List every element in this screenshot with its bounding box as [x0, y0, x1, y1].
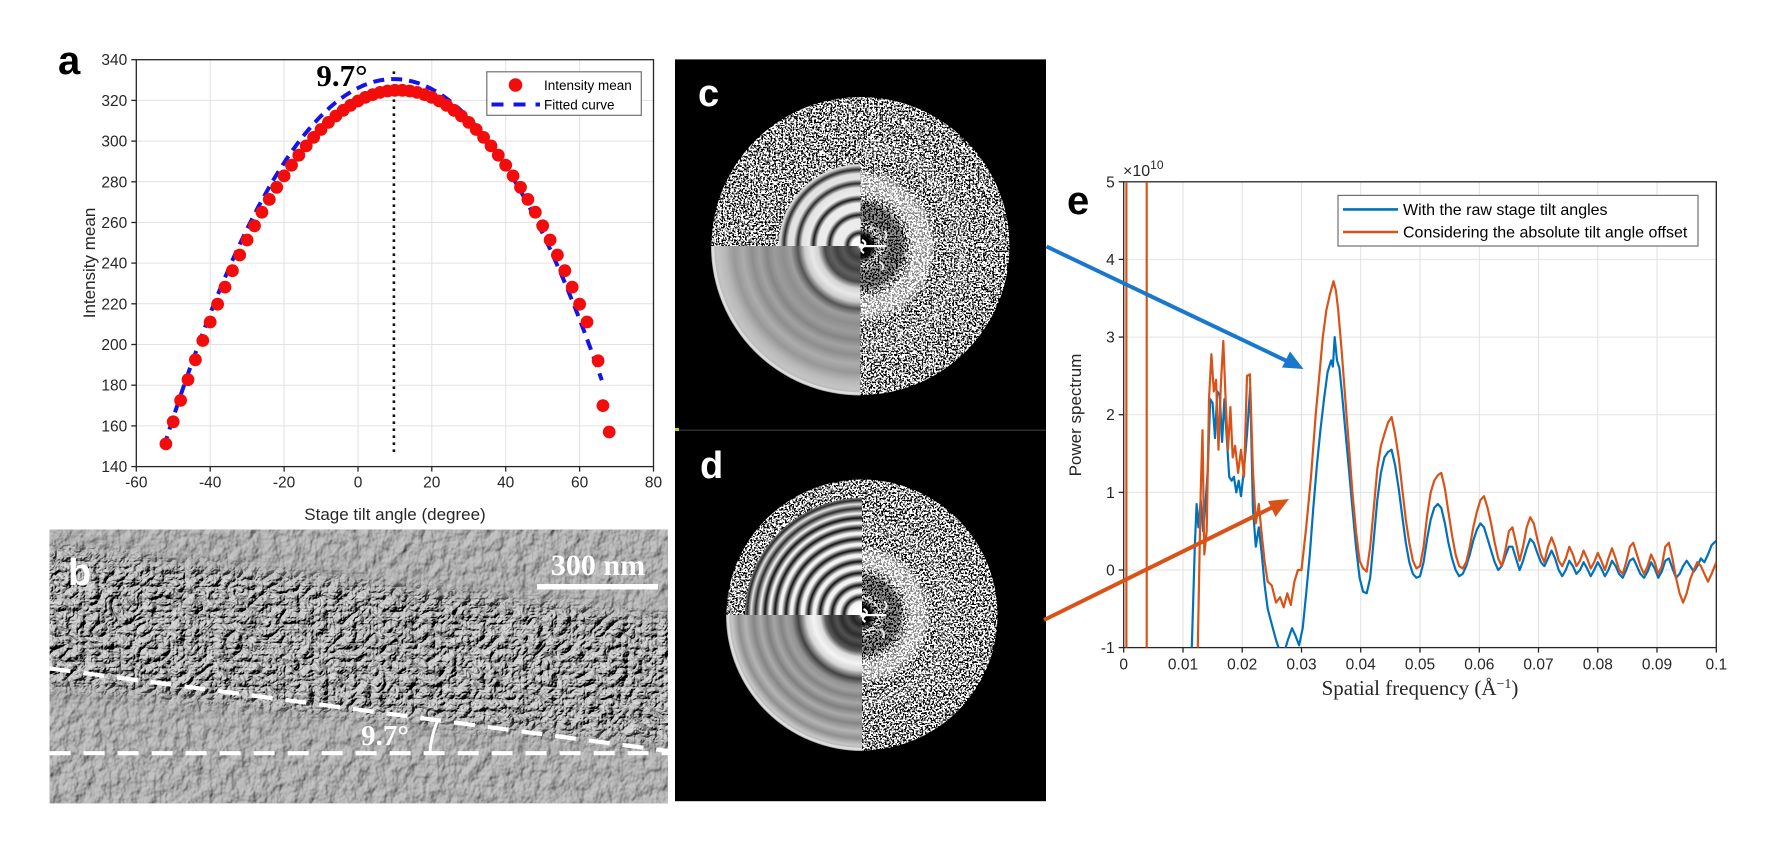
svg-text:-40: -40: [199, 475, 222, 492]
svg-text:180: 180: [101, 378, 127, 395]
svg-text:320: 320: [101, 93, 127, 110]
svg-text:280: 280: [101, 174, 127, 191]
svg-text:160: 160: [101, 418, 127, 435]
svg-text:0.1: 0.1: [1706, 657, 1728, 674]
svg-text:40: 40: [497, 475, 515, 492]
svg-text:0: 0: [1119, 657, 1128, 674]
svg-text:0: 0: [1106, 563, 1115, 580]
svg-text:-20: -20: [273, 475, 296, 492]
svg-text:c: c: [698, 73, 719, 115]
svg-text:5: 5: [1106, 174, 1115, 191]
svg-text:With the raw stage tilt angles: With the raw stage tilt angles: [1403, 202, 1608, 219]
svg-text:Considering the absolute tilt: Considering the absolute tilt angle offs…: [1403, 225, 1688, 242]
svg-text:0.09: 0.09: [1642, 657, 1672, 674]
svg-text:a: a: [58, 39, 81, 83]
svg-text:Intensity mean: Intensity mean: [544, 78, 632, 93]
svg-text:240: 240: [101, 256, 127, 273]
svg-text:4: 4: [1106, 252, 1115, 269]
svg-text:300 nm: 300 nm: [551, 549, 645, 582]
svg-text:0.05: 0.05: [1405, 657, 1435, 674]
svg-text:0.01: 0.01: [1168, 657, 1198, 674]
svg-text:140: 140: [101, 459, 127, 476]
svg-text:0.07: 0.07: [1523, 657, 1553, 674]
svg-text:260: 260: [101, 215, 127, 232]
svg-text:d: d: [700, 445, 723, 487]
svg-text:60: 60: [571, 475, 589, 492]
svg-text:0.03: 0.03: [1286, 657, 1316, 674]
svg-text:×1010: ×1010: [1123, 158, 1164, 180]
svg-text:220: 220: [101, 296, 127, 313]
svg-text:Intensity mean: Intensity mean: [80, 208, 99, 319]
svg-text:0.06: 0.06: [1464, 657, 1494, 674]
svg-text:0.08: 0.08: [1583, 657, 1613, 674]
svg-text:2: 2: [1106, 407, 1115, 424]
svg-text:0: 0: [354, 475, 363, 492]
svg-text:Spatial frequency (Å−1): Spatial frequency (Å−1): [1322, 676, 1519, 700]
svg-text:Fitted curve: Fitted curve: [544, 98, 615, 113]
svg-text:300: 300: [101, 134, 127, 151]
svg-text:80: 80: [645, 475, 663, 492]
svg-text:0.04: 0.04: [1346, 657, 1377, 674]
svg-text:1: 1: [1106, 485, 1115, 502]
svg-text:-60: -60: [125, 475, 148, 492]
svg-text:9.7°: 9.7°: [316, 58, 367, 93]
svg-text:-1: -1: [1101, 640, 1115, 657]
svg-text:e: e: [1067, 179, 1089, 223]
svg-text:b: b: [68, 552, 91, 594]
svg-text:20: 20: [423, 475, 441, 492]
svg-text:Power spectrum: Power spectrum: [1066, 354, 1085, 477]
svg-text:3: 3: [1106, 330, 1115, 347]
svg-text:0.02: 0.02: [1227, 657, 1257, 674]
svg-text:340: 340: [101, 52, 127, 69]
svg-text:Stage tilt angle (degree): Stage tilt angle (degree): [304, 505, 485, 524]
svg-text:200: 200: [101, 337, 127, 354]
svg-text:9.7°: 9.7°: [361, 720, 409, 752]
